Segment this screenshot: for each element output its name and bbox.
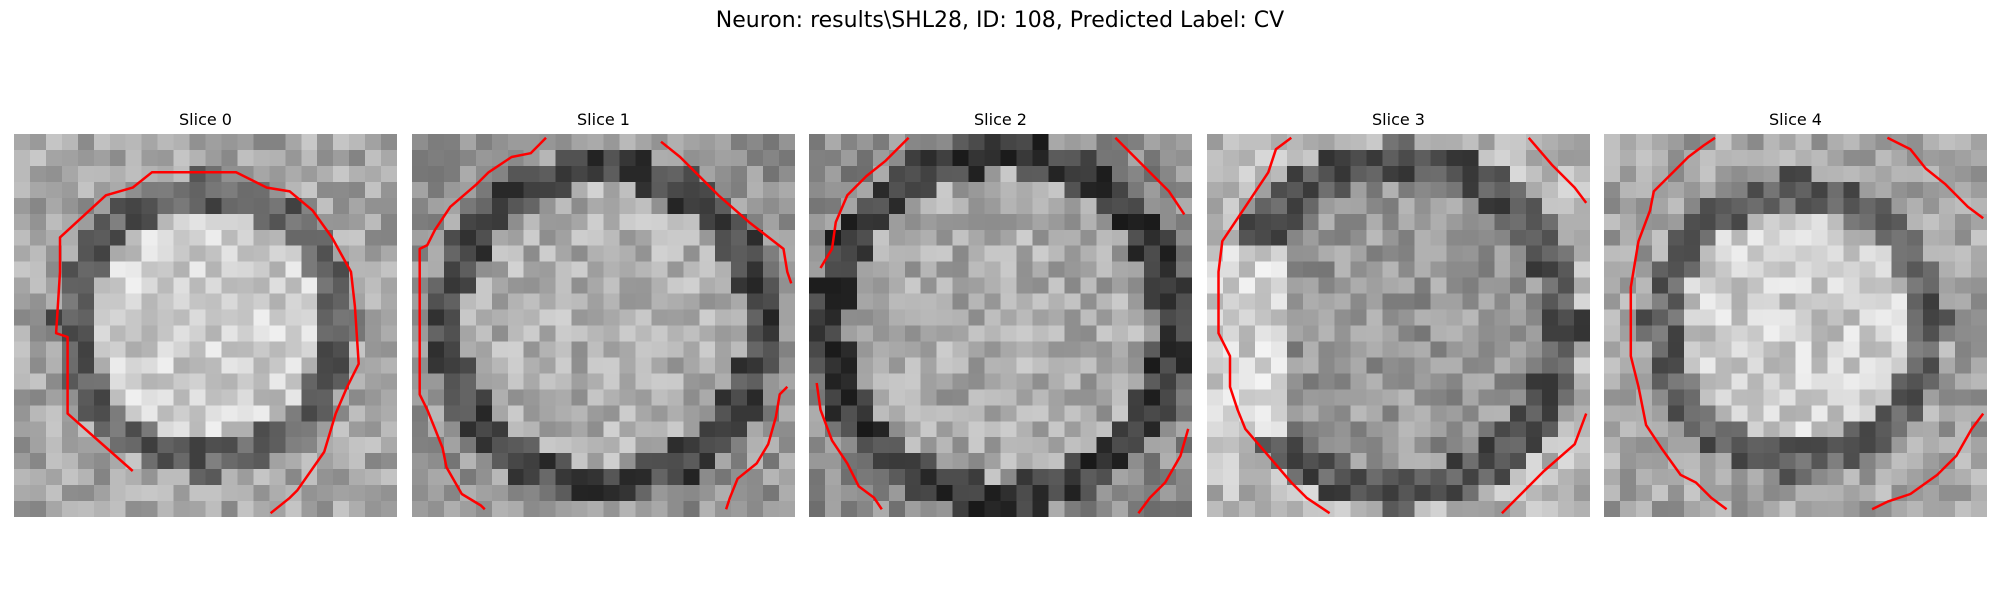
slice-title-3: Slice 3 <box>1372 110 1425 129</box>
contour-line-2-2 <box>815 382 883 510</box>
contour-line-4-1 <box>1886 136 1984 220</box>
contour-overlay-2 <box>815 136 1190 514</box>
contour-overlay-4 <box>1629 136 1985 511</box>
slice-title-0: Slice 0 <box>179 110 232 129</box>
contour-overlay-3 <box>1217 136 1588 515</box>
contour-overlay-1 <box>418 136 793 511</box>
slice-panel-3 <box>1207 134 1590 517</box>
slice-image-0 <box>14 134 397 517</box>
slice-title-2: Slice 2 <box>974 110 1027 129</box>
slice-image-3 <box>1207 134 1590 517</box>
contour-line-2-0 <box>819 136 910 269</box>
slice-image-2 <box>809 134 1192 517</box>
slice-image-1 <box>412 134 795 517</box>
contour-line-3-2 <box>1501 413 1588 515</box>
slice-title-1: Slice 1 <box>577 110 630 129</box>
contour-line-1-1 <box>660 140 793 284</box>
contour-line-1-2 <box>724 385 789 510</box>
contour-line-2-3 <box>1137 428 1190 514</box>
slice-panel-2 <box>809 134 1192 517</box>
slice-title-4: Slice 4 <box>1769 110 1822 129</box>
contour-line-4-2 <box>1871 412 1985 511</box>
slice-panel-1 <box>412 134 795 517</box>
contour-line-4-0 <box>1629 136 1728 511</box>
contour-overlay-0 <box>54 171 360 515</box>
contour-line-3-0 <box>1217 136 1331 515</box>
contour-line-2-1 <box>1114 136 1186 216</box>
slice-panel-0 <box>14 134 397 517</box>
contour-line-1-0 <box>418 136 547 511</box>
slice-panel-4 <box>1604 134 1987 517</box>
figure-title: Neuron: results\SHL28, ID: 108, Predicte… <box>715 8 1285 33</box>
slice-image-4 <box>1604 134 1987 517</box>
contour-line-3-1 <box>1527 136 1588 204</box>
contour-line-0-0 <box>54 171 360 515</box>
